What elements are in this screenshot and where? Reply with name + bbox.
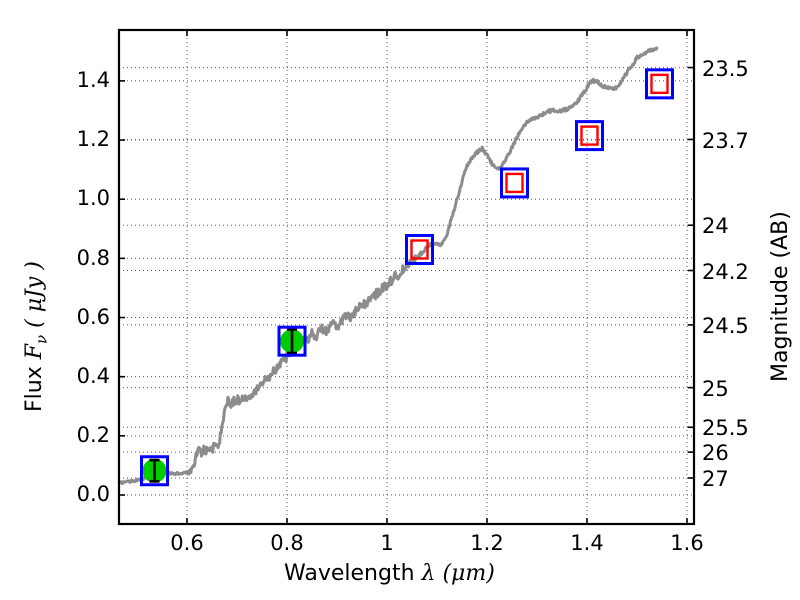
xaxis-title-unit: (μm) (442, 561, 495, 586)
xtick-label: 1.4 (570, 531, 604, 555)
model-spectrum-path (117, 46, 659, 486)
axes-frame (117, 28, 696, 526)
photometry-point[interactable] (405, 233, 434, 265)
xaxis-title-prefix: Wavelength (284, 561, 415, 586)
xtick-label: 0.6 (170, 531, 204, 555)
yaxis-left-subscript: ν (32, 334, 51, 344)
observed-flux-square-marker (500, 167, 529, 199)
ytick-label-right: 23.7 (702, 129, 749, 153)
xaxis-title-symbol: λ (421, 561, 436, 586)
axis-tick-marks (119, 30, 694, 524)
ytick-label-right: 25 (702, 377, 729, 401)
xtick-label: 1.6 (670, 531, 704, 555)
yaxis-left-unit: ( μJy ) (22, 261, 47, 328)
xtick-label: 1.2 (470, 531, 504, 555)
observed-flux-square-marker (575, 120, 604, 152)
photometry-point[interactable] (575, 120, 604, 152)
ytick-label-right: 24.5 (702, 314, 749, 338)
ytick-label-left: 1.0 (76, 186, 110, 210)
ytick-label-right: 23.5 (702, 57, 749, 81)
model-flux-square-marker (650, 73, 669, 95)
ytick-label-left: 0.0 (76, 482, 110, 506)
model-flux-square-marker (580, 125, 599, 146)
photometry-point[interactable] (645, 68, 674, 100)
ytick-label-right: 24 (702, 214, 729, 238)
yaxis-title-left: Flux Fν ( μJy ) (22, 261, 50, 412)
xtick-label: 1 (380, 531, 394, 555)
yaxis-left-prefix: Flux (22, 366, 47, 412)
ytick-label-left: 0.4 (76, 364, 110, 388)
photometry-point[interactable] (277, 325, 307, 357)
model-flux-square-marker (410, 239, 429, 260)
photometry-points (140, 68, 674, 487)
yaxis-left-symbol: F (22, 344, 47, 360)
ytick-label-left: 0.2 (76, 423, 110, 447)
yaxis-title-right: Magnitude (AB) (768, 211, 793, 382)
ytick-label-left: 0.6 (76, 305, 110, 329)
ytick-label-left: 0.8 (76, 246, 110, 270)
yaxis-right-label: Magnitude (AB) (768, 211, 793, 382)
spectrum-line (117, 46, 659, 486)
observed-flux-square-marker (405, 233, 434, 265)
ytick-label-right: 24.2 (702, 260, 749, 284)
photometry-point[interactable] (140, 455, 169, 487)
observed-flux-square-marker (140, 455, 169, 487)
ytick-label-right: 26 (702, 441, 729, 465)
observed-flux-square-marker (645, 68, 674, 100)
ytick-label-right: 25.5 (702, 416, 749, 440)
xaxis-title: Wavelength λ (μm) (284, 561, 495, 586)
xtick-label: 0.8 (270, 531, 304, 555)
observed-flux-square-marker (277, 325, 307, 357)
photometry-point[interactable] (500, 167, 529, 199)
model-flux-square-marker (505, 172, 524, 194)
ytick-label-right: 27 (702, 467, 729, 491)
ytick-label-left: 1.2 (76, 127, 110, 151)
ytick-label-left: 1.4 (76, 68, 110, 92)
